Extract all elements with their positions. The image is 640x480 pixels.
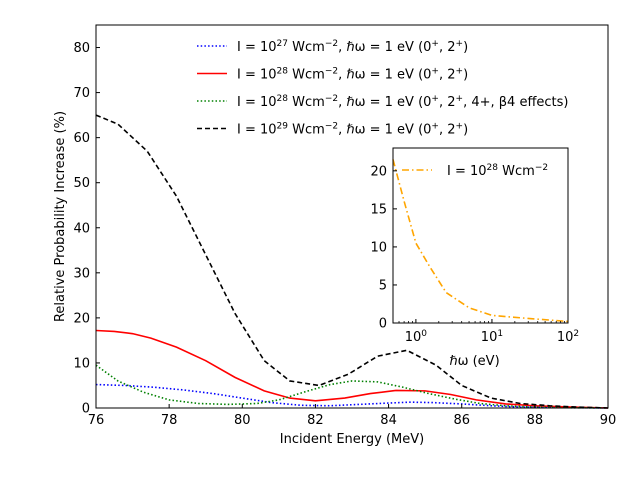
legend-2-state2: + — [456, 67, 464, 77]
legend-label-2: I = 1028 Wcm−2, ℏω = 1 eV (0+, 2+) — [237, 67, 468, 83]
x-tick-label: 88 — [527, 413, 544, 428]
inset-x-tick-label: 100 — [405, 329, 428, 345]
legend-1-state1: + — [431, 39, 439, 49]
inset-legend-unit: Wcm — [498, 164, 535, 179]
y-tick-label: 50 — [73, 176, 90, 191]
legend-4-unit-exp: −2 — [325, 122, 338, 132]
x-tick-label: 90 — [600, 413, 617, 428]
inset-series-line-1 — [392, 159, 569, 323]
inset-y-tick-label: 20 — [370, 164, 387, 179]
legend-2-sep: , 2 — [439, 68, 456, 83]
inset-legend-base: I = 10 — [447, 164, 487, 179]
x-tick-label: 86 — [453, 413, 470, 428]
legend-4-rest: , ℏω = 1 eV (0 — [338, 123, 431, 138]
y-tick-label: 40 — [73, 221, 90, 236]
plot-frame — [95, 24, 609, 409]
inset-x-tick-base: 10 — [405, 330, 422, 345]
inset-x-axis-label: ℏω (eV) — [449, 354, 499, 369]
y-tick-label: 80 — [73, 41, 90, 56]
inset-x-tick-base: 10 — [481, 330, 498, 345]
legend-1-state2: + — [456, 39, 464, 49]
y-tick-label: 60 — [73, 131, 90, 146]
legend-4-base: I = 10 — [237, 123, 277, 138]
inset-x-tick-exp: 2 — [573, 329, 579, 339]
x-axis-label: Incident Energy (MeV) — [280, 432, 424, 447]
legend-2-exp: 28 — [277, 67, 289, 77]
inset-legend-exp: 28 — [487, 163, 499, 173]
legend-4-state2: + — [456, 122, 464, 132]
legend-3-exp: 28 — [277, 94, 289, 104]
legend-1-unit-exp: −2 — [325, 39, 338, 49]
legend-1-unit: Wcm — [288, 40, 325, 55]
legend-4-unit: Wcm — [288, 123, 325, 138]
legend-3-unit-exp: −2 — [325, 94, 338, 104]
series-line-1 — [95, 383, 609, 409]
x-tick-label: 80 — [234, 413, 251, 428]
legend-1-exp: 27 — [277, 39, 288, 49]
inset-x-tick-label: 101 — [481, 329, 503, 345]
y-tick-label: 0 — [82, 402, 90, 417]
x-tick-label: 78 — [161, 413, 178, 428]
inset-legend-unit-exp: −2 — [535, 163, 548, 173]
inset-y-tick-label: 0 — [379, 317, 387, 332]
legend-2-base: I = 10 — [237, 68, 277, 83]
y-tick-label: 70 — [73, 86, 90, 101]
legend-2-close: ) — [463, 68, 468, 83]
inset-y-tick-label: 10 — [370, 240, 387, 255]
inset-y-tick-label: 5 — [379, 278, 387, 293]
y-axis-label: Relative Probability Increase (%) — [53, 111, 68, 322]
legend-3-base: I = 10 — [237, 95, 277, 110]
legend-2-unit-exp: −2 — [325, 67, 338, 77]
legend-1-sep: , 2 — [439, 40, 456, 55]
legend-4-close: ) — [463, 123, 468, 138]
x-tick-label: 76 — [88, 413, 105, 428]
x-tick-label: 82 — [307, 413, 324, 428]
legend-4-state1: + — [431, 122, 439, 132]
y-tick-label: 30 — [73, 266, 90, 281]
legend-4-sep: , 2 — [439, 123, 456, 138]
legend-4-exp: 29 — [277, 122, 289, 132]
legend-3-rest: , ℏω = 1 eV (0 — [338, 95, 431, 110]
legend-1-base: I = 10 — [237, 40, 277, 55]
legend-label-3: I = 1028 Wcm−2, ℏω = 1 eV (0+, 2+, 4+, β… — [237, 94, 569, 110]
inset-x-tick-exp: 1 — [497, 329, 503, 339]
legend-2-state1: + — [431, 67, 439, 77]
legend-3-close: , 4+, β4 effects) — [463, 95, 568, 110]
inset-background — [393, 148, 568, 323]
inset-y-tick-label: 15 — [370, 202, 387, 217]
legend-3-state2: + — [456, 94, 464, 104]
legend-3-unit: Wcm — [288, 95, 325, 110]
series-group — [95, 114, 609, 409]
legend-1-rest: , ℏω = 1 eV (0 — [338, 40, 431, 55]
y-tick-label: 20 — [73, 311, 90, 326]
legend-2-unit: Wcm — [288, 68, 325, 83]
main-legend: I = 1027 Wcm−2, ℏω = 1 eV (0+, 2+)I = 10… — [197, 39, 569, 138]
inset-legend-label: I = 1028 Wcm−2 — [447, 163, 548, 179]
legend-label-1: I = 1027 Wcm−2, ℏω = 1 eV (0+, 2+) — [237, 39, 468, 55]
inset-x-tick-exp: 0 — [421, 329, 427, 339]
series-line-4 — [95, 114, 609, 409]
legend-3-sep: , 2 — [439, 95, 456, 110]
y-tick-label: 10 — [73, 356, 90, 371]
legend-label-4: I = 1029 Wcm−2, ℏω = 1 eV (0+, 2+) — [237, 122, 468, 138]
inset-x-tick-label: 102 — [557, 329, 579, 345]
legend-2-rest: , ℏω = 1 eV (0 — [338, 68, 431, 83]
series-line-3 — [95, 364, 609, 409]
inset-x-tick-base: 10 — [557, 330, 574, 345]
legend-3-state1: + — [431, 94, 439, 104]
legend-1-close: ) — [463, 40, 468, 55]
x-tick-label: 84 — [380, 413, 397, 428]
series-line-2 — [95, 329, 609, 409]
